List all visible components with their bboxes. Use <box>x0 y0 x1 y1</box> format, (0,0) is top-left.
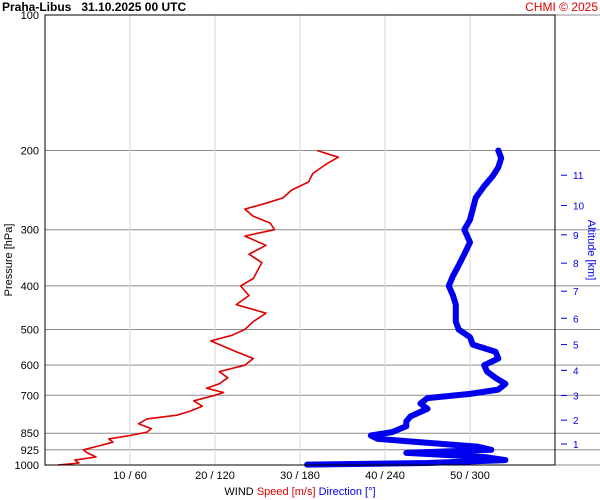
direction-point <box>408 414 413 419</box>
direction-point <box>481 362 487 368</box>
speed-series-line <box>57 149 340 466</box>
direction-point <box>503 457 508 463</box>
altitude-tick-label: 1 <box>573 440 579 451</box>
direction-point <box>453 302 459 307</box>
pressure-tick-label: 100 <box>21 10 39 22</box>
direction-point <box>425 406 430 412</box>
chart-axes <box>44 14 567 466</box>
direction-point <box>456 262 462 268</box>
altitude-tick-label: 5 <box>573 341 579 352</box>
wind-axis-title: WIND Speed [m/s] Direction [°] <box>224 486 375 498</box>
pressure-tick-label: 200 <box>21 145 39 157</box>
altitude-tick-label: 11 <box>573 171 584 182</box>
direction-point <box>470 206 476 212</box>
direction-point <box>467 391 473 397</box>
direction-point <box>474 444 480 449</box>
direction-point <box>453 310 459 316</box>
direction-point <box>467 334 473 340</box>
direction-point <box>484 369 490 374</box>
pressure-tick-label: 600 <box>21 360 39 372</box>
direction-series-line <box>304 147 509 468</box>
direction-point <box>456 327 462 332</box>
direction-point <box>418 439 423 445</box>
station-title: Praha-Libus 31.10.2025 00 UTC <box>2 0 186 14</box>
direction-point <box>375 436 381 442</box>
direction-point <box>495 148 501 153</box>
direction-point <box>461 227 467 233</box>
direction-point <box>389 429 395 435</box>
direction-point <box>495 164 501 170</box>
altitude-tick-label: 7 <box>573 287 579 298</box>
wind-tick-label: 40 / 240 <box>365 470 405 482</box>
altitude-tick-label: 9 <box>573 231 579 242</box>
direction-point <box>368 433 374 438</box>
altitude-axis-title: Altitude [km] <box>585 220 597 281</box>
chart-series <box>57 147 509 468</box>
wind-tick-label: 50 / 300 <box>450 470 490 482</box>
pressure-tick-label: 1000 <box>15 460 39 472</box>
direction-point <box>418 401 423 406</box>
speed-axis-label: Speed [m/s] <box>257 486 319 498</box>
pressure-tick-label: 500 <box>21 325 39 337</box>
grid-lines <box>45 14 600 466</box>
direction-point <box>495 387 501 392</box>
direction-point <box>493 349 498 355</box>
wind-tick-label: 10 / 60 <box>113 470 147 482</box>
direction-point <box>450 273 456 279</box>
direction-point <box>473 195 479 201</box>
direction-point <box>503 381 508 387</box>
altitude-tick-label: 4 <box>573 366 579 377</box>
altitude-tick-label: 10 <box>573 201 585 212</box>
altitude-tick-label: 8 <box>573 259 579 270</box>
direction-point <box>446 283 452 289</box>
direction-point <box>490 173 496 179</box>
direction-point <box>403 423 409 429</box>
direction-point <box>481 183 487 189</box>
pressure-tick-label: 925 <box>21 445 39 457</box>
direction-point <box>470 342 476 347</box>
direction-point <box>425 395 430 401</box>
wind-axis-word: WIND <box>224 486 256 498</box>
station-name: Praha-Libus <box>2 0 72 14</box>
direction-point <box>425 460 430 466</box>
pressure-tick-label: 700 <box>21 390 39 402</box>
direction-point <box>453 319 459 324</box>
pressure-tick-label: 400 <box>21 281 39 293</box>
direction-point <box>403 419 409 424</box>
direction-axis-label: Direction [°] <box>319 486 376 498</box>
direction-point <box>467 217 473 223</box>
plot-frame <box>44 14 556 466</box>
pressure-axis-title: Pressure [hPa] <box>3 224 15 297</box>
altitude-tick-label: 2 <box>573 416 579 427</box>
altitude-tick-label: 3 <box>573 392 579 403</box>
direction-point <box>461 251 467 257</box>
direction-point <box>488 447 494 453</box>
sounding-datetime: 31.10.2025 00 UTC <box>81 0 187 14</box>
direction-point <box>481 454 487 460</box>
direction-point <box>498 155 504 161</box>
direction-point <box>495 356 501 361</box>
direction-point <box>467 239 473 245</box>
altitude-tick-label: 6 <box>573 314 579 325</box>
pressure-tick-label: 850 <box>21 428 39 440</box>
direction-point <box>403 450 409 456</box>
pressure-tick-label: 300 <box>21 225 39 237</box>
direction-point <box>493 375 498 381</box>
wind-tick-label: 30 / 180 <box>280 470 320 482</box>
direction-point <box>450 293 456 298</box>
chmi-credit: CHMI © 2025 <box>525 0 598 14</box>
wind-tick-label: 20 / 120 <box>195 470 235 482</box>
